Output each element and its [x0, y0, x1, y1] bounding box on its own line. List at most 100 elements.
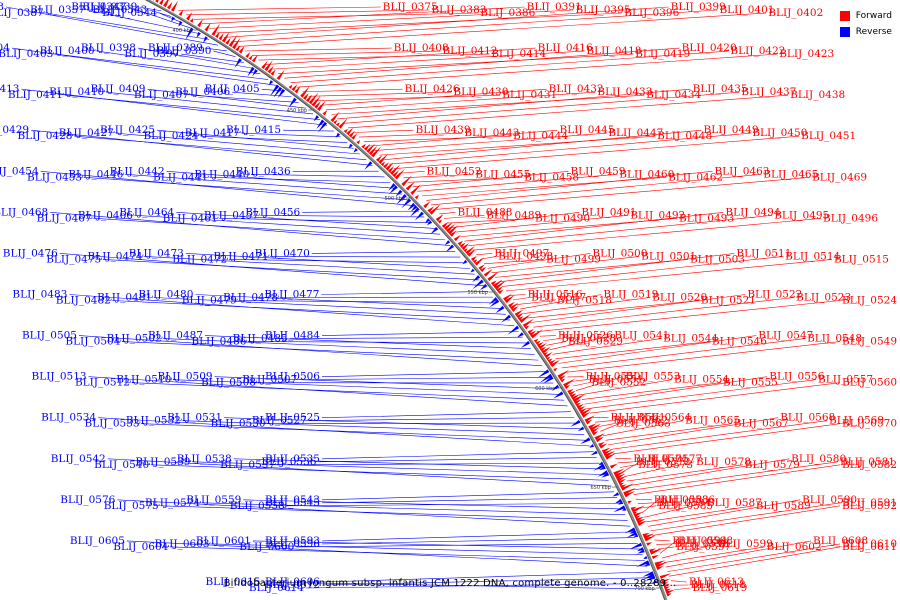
reverse-gene-label[interactable]: BLIJ_0415	[226, 124, 281, 136]
forward-gene-label[interactable]: BLIJ_0489	[486, 209, 541, 221]
forward-gene-label[interactable]: BLIJ_0488	[457, 206, 512, 218]
reverse-gene-label[interactable]: BLIJ_0424	[143, 130, 198, 142]
reverse-gene-label[interactable]: BLIJ_0510	[116, 374, 171, 386]
forward-gene-label[interactable]: BLIJ_0494	[725, 206, 780, 218]
reverse-gene-label[interactable]: BLIJ_0468	[0, 206, 48, 218]
forward-gene-label[interactable]: BLIJ_0431	[502, 89, 557, 101]
reverse-gene-label[interactable]: BLIJ_0343	[92, 4, 147, 16]
forward-gene-label[interactable]: BLIJ_0447	[608, 127, 663, 139]
forward-gene-label[interactable]: BLIJ_0562	[613, 415, 668, 427]
forward-gene-label[interactable]: BLIJ_0501	[641, 250, 696, 262]
reverse-gene-label[interactable]: BLIJ_0536	[261, 456, 316, 468]
forward-gene-label[interactable]: BLIJ_0490	[535, 212, 590, 224]
reverse-gene-label[interactable]: BLIJ_0413	[0, 83, 20, 95]
forward-gene-label[interactable]: BLIJ_0523	[796, 292, 851, 304]
forward-gene-label[interactable]: BLIJ_0528	[561, 333, 616, 345]
forward-gene-label[interactable]: BLIJ_0422	[730, 45, 785, 57]
forward-gene-label[interactable]: BLIJ_0386	[480, 7, 535, 19]
forward-gene-label[interactable]: BLIJ_0492	[630, 209, 685, 221]
reverse-gene-label[interactable]: BLIJ_0600	[239, 541, 294, 553]
forward-gene-label[interactable]: BLIJ_0445	[560, 124, 615, 136]
reverse-gene-label[interactable]: BLIJ_0347	[71, 1, 126, 13]
forward-gene-label[interactable]: BLIJ_0459	[570, 165, 625, 177]
reverse-gene-label[interactable]: BLIJ_0440	[194, 168, 249, 180]
forward-gene-label[interactable]: BLIJ_0455	[475, 168, 530, 180]
reverse-gene-label[interactable]: BLIJ_0357	[30, 4, 85, 16]
forward-gene-label[interactable]: BLIJ_0585	[658, 500, 713, 512]
reverse-gene-label[interactable]: BLIJ_0614	[249, 582, 304, 594]
forward-gene-label[interactable]: BLIJ_0420	[682, 42, 737, 54]
forward-gene-label[interactable]: BLIJ_0433	[597, 86, 652, 98]
forward-gene-label[interactable]: BLIJ_0581	[840, 456, 895, 468]
forward-gene-label[interactable]: BLIJ_0402	[768, 7, 823, 19]
forward-gene-label[interactable]: BLIJ_0561	[611, 412, 666, 424]
forward-gene-label[interactable]: BLIJ_0570	[842, 418, 897, 430]
forward-gene-label[interactable]: BLIJ_0514	[785, 250, 840, 262]
reverse-gene-label[interactable]: BLIJ_0409	[90, 83, 145, 95]
reverse-gene-label[interactable]: BLIJ_0403	[0, 48, 53, 60]
reverse-gene-label[interactable]: BLIJ_0442	[110, 165, 165, 177]
forward-gene-label[interactable]: BLIJ_0598	[678, 535, 733, 547]
reverse-gene-label[interactable]: BLIJ_0405	[205, 83, 260, 95]
forward-gene-label[interactable]: BLIJ_0401	[719, 4, 774, 16]
reverse-gene-label[interactable]: BLIJ_0387	[0, 7, 44, 19]
forward-gene-label[interactable]: BLIJ_0448	[657, 130, 712, 142]
forward-gene-label[interactable]: BLIJ_0500	[592, 247, 647, 259]
reverse-gene-label[interactable]: BLIJ_0601	[196, 535, 251, 547]
forward-gene-label[interactable]: BLIJ_0583	[654, 494, 709, 506]
forward-gene-label[interactable]: BLIJ_0496	[823, 212, 878, 224]
forward-gene-label[interactable]: BLIJ_0555	[723, 377, 778, 389]
forward-gene-label[interactable]: BLIJ_0419	[635, 48, 690, 60]
reverse-gene-label[interactable]: BLIJ_0471	[214, 250, 269, 262]
reverse-gene-label[interactable]: BLIJ_0487	[148, 330, 203, 342]
forward-gene-label[interactable]: BLIJ_0451	[801, 130, 856, 142]
forward-gene-label[interactable]: BLIJ_0592	[842, 500, 897, 512]
forward-gene-label[interactable]: BLIJ_0565	[685, 415, 740, 427]
reverse-gene-label[interactable]: BLIJ_0398	[81, 42, 136, 54]
reverse-gene-label[interactable]: BLIJ_0473	[129, 247, 184, 259]
forward-gene-label[interactable]: BLIJ_0439	[416, 124, 471, 136]
forward-gene-label[interactable]: BLIJ_0495	[774, 209, 829, 221]
reverse-gene-label[interactable]: BLIJ_0603	[155, 538, 210, 550]
forward-gene-label[interactable]: BLIJ_0557	[818, 374, 873, 386]
reverse-gene-label[interactable]: BLIJ_0482	[56, 295, 111, 307]
reverse-gene-label[interactable]: BLIJ_0539	[135, 456, 190, 468]
forward-gene-label[interactable]: BLIJ_0553	[625, 371, 680, 383]
forward-gene-label[interactable]: BLIJ_0519	[603, 289, 658, 301]
reverse-gene-label[interactable]: BLIJ_0535	[265, 453, 320, 465]
reverse-gene-label[interactable]: BLIJ_0507	[242, 374, 297, 386]
reverse-gene-label[interactable]: BLIJ_0428	[17, 130, 72, 142]
forward-gene-label[interactable]: BLIJ_0511	[736, 247, 791, 259]
reverse-gene-label[interactable]: BLIJ_0478	[223, 292, 278, 304]
reverse-gene-label[interactable]: BLIJ_0476	[3, 247, 58, 259]
forward-gene-label[interactable]: BLIJ_0435	[693, 83, 748, 95]
forward-gene-label[interactable]: BLIJ_0582	[842, 459, 897, 471]
forward-gene-label[interactable]: BLIJ_0560	[842, 377, 897, 389]
forward-gene-label[interactable]: BLIJ_0499	[546, 253, 601, 265]
forward-gene-label[interactable]: BLIJ_0529	[568, 336, 623, 348]
forward-gene-label[interactable]: BLIJ_0408	[394, 42, 449, 54]
forward-gene-label[interactable]: BLIJ_0458	[524, 171, 579, 183]
forward-gene-label[interactable]: BLIJ_0522	[747, 289, 802, 301]
forward-gene-label[interactable]: BLIJ_0595	[674, 538, 729, 550]
forward-gene-label[interactable]: BLIJ_0497	[494, 247, 549, 259]
forward-gene-label[interactable]: BLIJ_0594	[672, 535, 727, 547]
forward-gene-label[interactable]: BLIJ_0516	[528, 289, 583, 301]
reverse-gene-label[interactable]: BLIJ_0512	[75, 377, 130, 389]
forward-gene-label[interactable]: BLIJ_0465	[763, 168, 818, 180]
forward-gene-label[interactable]: BLIJ_0437	[741, 86, 796, 98]
reverse-gene-label[interactable]: BLIJ_0481	[97, 292, 152, 304]
forward-gene-label[interactable]: BLIJ_0619	[692, 582, 747, 594]
forward-gene-label[interactable]: BLIJ_0618	[691, 579, 746, 591]
forward-gene-label[interactable]: BLIJ_0463	[714, 165, 769, 177]
reverse-gene-label[interactable]: BLIJ_0456	[245, 206, 300, 218]
forward-gene-label[interactable]: BLIJ_0552	[591, 377, 646, 389]
reverse-gene-label[interactable]: BLIJ_0404	[0, 42, 10, 54]
forward-gene-label[interactable]: BLIJ_0412	[442, 45, 497, 57]
forward-gene-label[interactable]: BLIJ_0546	[712, 336, 767, 348]
forward-gene-label[interactable]: BLIJ_0556	[769, 371, 824, 383]
forward-gene-label[interactable]: BLIJ_0554	[674, 374, 729, 386]
reverse-gene-label[interactable]: BLIJ_0525	[265, 412, 320, 424]
reverse-gene-label[interactable]: BLIJ_0397	[124, 48, 179, 60]
forward-gene-label[interactable]: BLIJ_0610	[842, 538, 897, 550]
